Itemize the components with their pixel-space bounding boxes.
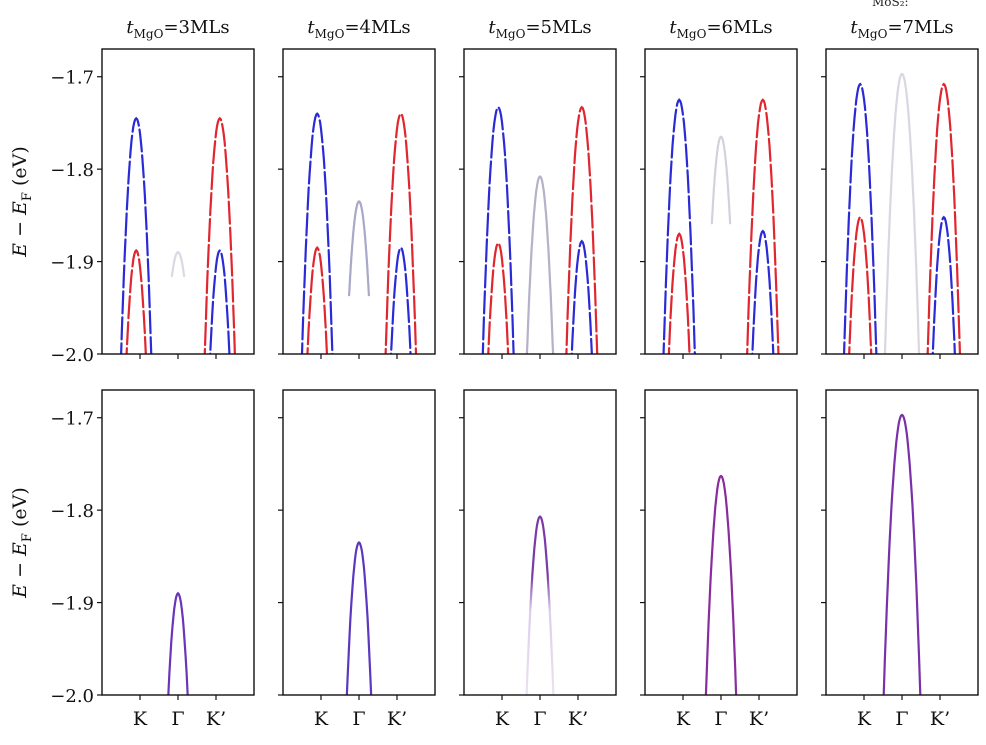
panel-r0-c4: tMgO=7MLs	[821, 17, 979, 359]
y-tick-label: −2.0	[50, 345, 94, 366]
panel-r0-c1: tMgO=4MLs	[278, 17, 436, 359]
band-line-4	[348, 200, 370, 297]
bands	[704, 474, 738, 695]
y-tick-label: −1.8	[50, 160, 94, 181]
band-line-0	[120, 116, 153, 354]
x-tick-label: K	[495, 708, 510, 730]
x-tick-label: Γ	[352, 708, 365, 730]
band-line-4	[883, 72, 921, 354]
y-axis-label-row-1: E − EF (eV)	[9, 487, 35, 599]
x-tick-label: Γ	[714, 708, 727, 730]
x-tick-label: Γ	[533, 708, 546, 730]
band-line-1	[384, 112, 418, 354]
bands	[167, 591, 189, 695]
panel-title: tMgO=7MLs	[850, 17, 953, 41]
axes-frame	[463, 389, 617, 696]
band-line-4	[170, 251, 186, 278]
band-line-3	[209, 248, 231, 354]
band-line-3	[570, 239, 593, 354]
bands	[525, 515, 555, 695]
band-line-0	[882, 413, 922, 695]
panel-r1-c3: K Γ K’	[640, 389, 798, 730]
band-line-1	[746, 98, 780, 354]
band-line-0	[345, 540, 373, 695]
axes-frame	[644, 48, 798, 355]
axes-frame	[101, 48, 255, 355]
bands	[842, 72, 962, 354]
top-note-text: MoS₂:	[872, 0, 909, 9]
x-tick-label: K’	[568, 708, 588, 730]
panel-r1-c1: K Γ K’	[278, 389, 436, 730]
band-line-2	[306, 246, 329, 354]
band-line-1	[926, 82, 962, 354]
y-axis-label-row-0: E − EF (eV)	[9, 146, 35, 258]
band-line-0	[167, 591, 189, 695]
band-line-4	[710, 135, 732, 225]
band-line-4	[525, 175, 555, 354]
panel-grid: −1.7 −1.8 −1.9 −2.0 tMgO=3MLs tMgO=4MLs tMgO=5…	[50, 17, 979, 730]
x-tick-label: Γ	[171, 708, 184, 730]
panel-title: tMgO=3MLs	[126, 17, 229, 41]
band-line-1	[565, 105, 599, 354]
bands	[120, 116, 236, 354]
panel-r0-c0: −1.7 −1.8 −1.9 −2.0 tMgO=3MLs	[50, 17, 255, 366]
band-line-3	[751, 229, 775, 354]
y-tick-label: −1.9	[50, 253, 94, 274]
band-line-0	[662, 98, 696, 354]
band-line-0	[300, 112, 334, 354]
panel-title: tMgO=5MLs	[488, 17, 591, 41]
panel-r1-c4: K Γ K’	[821, 389, 979, 730]
x-tick-label: K	[133, 708, 148, 730]
x-tick-label: K’	[387, 708, 407, 730]
panel-title: tMgO=4MLs	[307, 17, 410, 41]
panel-r0-c3: tMgO=6MLs	[640, 17, 798, 359]
bands	[882, 413, 922, 695]
band-line-2	[667, 232, 691, 354]
panel-r1-c0: −1.7 −1.8 −1.9 −2.0 K Γ K’	[50, 389, 255, 730]
bands	[662, 98, 780, 354]
band-line-0	[525, 515, 555, 695]
band-line-0	[842, 82, 878, 354]
y-tick-label: −1.7	[50, 68, 94, 89]
x-tick-label: K’	[206, 708, 226, 730]
x-tick-label: K	[314, 708, 329, 730]
bands	[300, 112, 418, 354]
panel-r0-c2: tMgO=5MLs	[459, 17, 617, 359]
y-tick-label: −1.8	[50, 501, 94, 522]
bands	[481, 105, 599, 354]
band-line-2	[125, 248, 147, 354]
panel-r1-c2: K Γ K’	[459, 389, 617, 730]
y-tick-label: −1.7	[50, 409, 94, 430]
band-line-2	[487, 241, 510, 354]
panel-title: tMgO=6MLs	[669, 17, 772, 41]
band-line-3	[389, 246, 412, 354]
y-tick-label: −1.9	[50, 594, 94, 615]
y-tick-label: −2.0	[50, 686, 94, 707]
y-axis-labels: E − EF (eV) E − EF (eV)	[9, 146, 35, 599]
band-line-0	[481, 105, 515, 354]
x-tick-label: K’	[930, 708, 950, 730]
axes-frame	[825, 389, 979, 696]
axes-frame	[463, 48, 617, 355]
band-line-2	[848, 215, 873, 354]
x-tick-label: Γ	[895, 708, 908, 730]
x-tick-label: K	[857, 708, 872, 730]
x-tick-label: K’	[749, 708, 769, 730]
band-line-0	[704, 474, 738, 695]
bands	[345, 540, 373, 695]
band-line-3	[931, 215, 956, 354]
x-tick-label: K	[676, 708, 691, 730]
axes-frame	[644, 389, 798, 696]
axes-frame	[101, 389, 255, 696]
